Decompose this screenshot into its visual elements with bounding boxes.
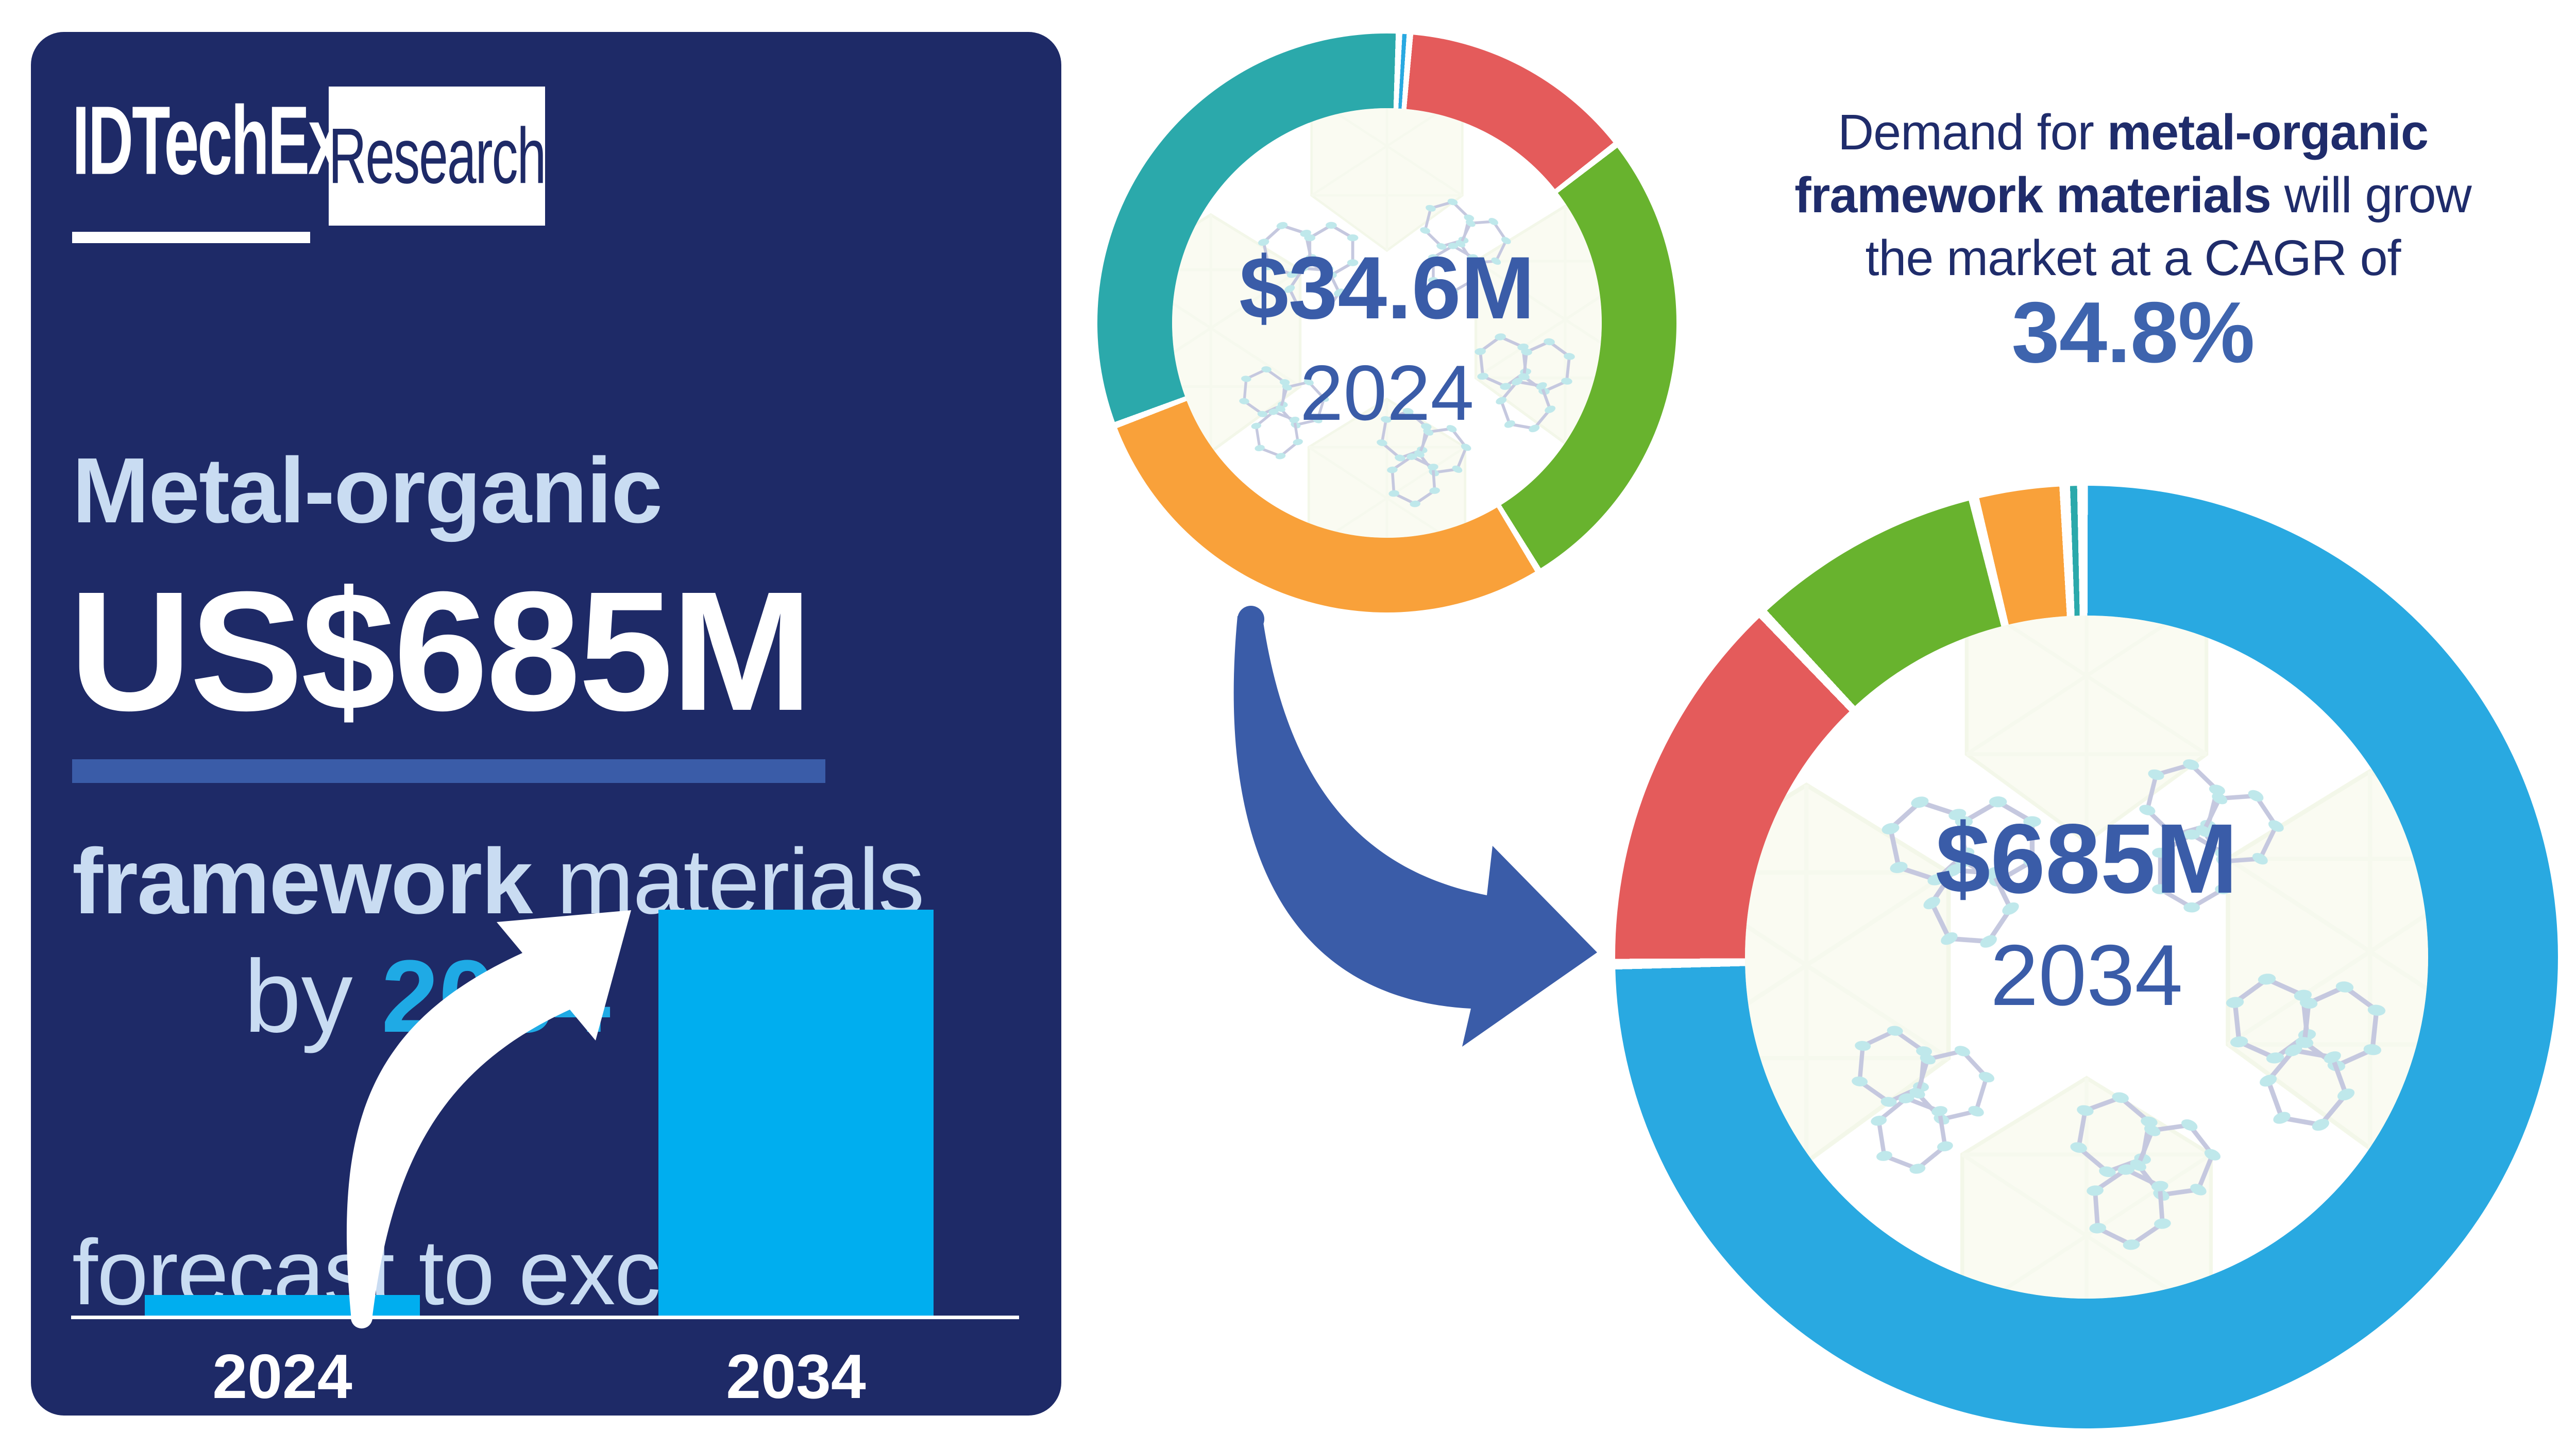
donut-center-2034: $685M 2034 (1745, 616, 2428, 1299)
bar-2024 (145, 1295, 420, 1316)
headline-bold-run: Metal-organic (72, 439, 663, 542)
headline-line-1: Metal-organic (72, 425, 924, 556)
cagr-bold-run: framework materials (1794, 167, 2272, 223)
donut-chart-2034: $685M 2034 (1615, 486, 2558, 1428)
cagr-line-3: the market at a CAGR of (1669, 227, 2576, 289)
donut-value-2024: $34.6M (1239, 238, 1535, 337)
logo-brand-text: IDTechEx (72, 86, 343, 195)
bar-2034 (658, 910, 934, 1316)
cagr-text-block: Demand for metal-organic framework mater… (1669, 101, 2576, 381)
cagr-regular-run: Demand for (1838, 104, 2107, 160)
divider-bar (72, 759, 825, 783)
by-year-line: by 2034 (72, 819, 611, 1174)
donut-value-2034: $685M (1935, 803, 2238, 914)
logo-research-text: Research (328, 111, 547, 200)
cagr-line-2: framework materials will grow (1669, 164, 2576, 227)
cagr-line-1: Demand for metal-organic (1669, 101, 2576, 164)
donut-chart-2024: $34.6M 2024 (1097, 33, 1676, 612)
axis-baseline (71, 1316, 1019, 1319)
donut-label-2024: $34.6M 2024 (1239, 237, 1535, 438)
logo-underline (72, 232, 310, 243)
donut-label-2034: $685M 2034 (1935, 802, 2238, 1025)
amount-headline: US$685M (69, 556, 812, 746)
donut-year-2034: 2034 (1990, 927, 2183, 1024)
by-prefix-text: by (244, 939, 382, 1054)
donut-center-2024: $34.6M 2024 (1172, 108, 1602, 538)
cagr-value: 34.8% (2011, 284, 2255, 381)
cagr-bold-run: metal-organic (2107, 104, 2429, 160)
cagr-regular-run: the market at a CAGR of (1865, 230, 2401, 286)
cagr-regular-run: will grow (2270, 167, 2472, 223)
left-panel: IDTechEx Research Metal-organic framewor… (31, 32, 1061, 1416)
donut-year-2024: 2024 (1299, 349, 1475, 437)
bar-label-2024: 2024 (212, 1341, 352, 1411)
logo-research-box: Research (328, 87, 547, 226)
by-year-text: 2034 (381, 939, 611, 1054)
bar-label-2034: 2034 (726, 1341, 866, 1411)
